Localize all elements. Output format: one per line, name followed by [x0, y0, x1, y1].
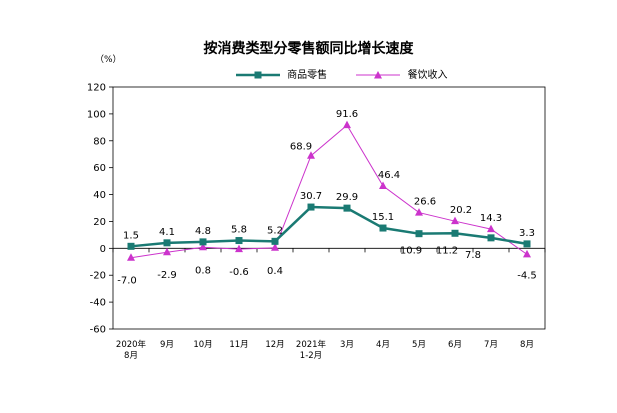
x-tick-label: 10月 [193, 340, 212, 350]
catering-point [163, 247, 171, 256]
retail-data-label: 1.5 [123, 230, 139, 241]
catering-data-label: 0.4 [267, 266, 283, 277]
retail-data-label: 10.9 [400, 246, 422, 257]
catering-data-label: -0.6 [229, 267, 249, 278]
y-tick-label: -20 [90, 271, 106, 282]
legend-label-retail: 商品零售 [287, 70, 328, 81]
x-tick-label: 3月 [340, 340, 354, 350]
y-tick-label: 0 [100, 244, 106, 255]
retail-point [379, 224, 387, 232]
retail-data-label: 15.1 [372, 212, 394, 223]
y-tick-label: 20 [93, 217, 106, 228]
catering-data-label: 20.2 [450, 205, 472, 216]
y-tick-label: -60 [90, 325, 106, 336]
retail-data-label: 7.8 [465, 250, 481, 261]
legend-label-catering: 餐饮收入 [407, 70, 448, 81]
retail-point [487, 234, 495, 242]
catering-data-label: 46.4 [378, 170, 400, 181]
catering-point [199, 242, 207, 251]
retail-point [163, 239, 171, 247]
retail-point [523, 240, 531, 248]
catering-data-label: 91.6 [336, 109, 358, 120]
legend-item-catering: 餐饮收入 [356, 66, 448, 81]
retail-data-label: 11.2 [436, 245, 458, 256]
y-tick-label: 60 [93, 163, 106, 174]
catering-data-label: -7.0 [117, 276, 137, 287]
catering-point [343, 120, 351, 129]
x-tick-label: 2020年 8月 [116, 339, 147, 361]
retail-point [307, 203, 315, 211]
x-tick-label: 4月 [376, 340, 390, 350]
x-tick-label: 9月 [160, 340, 174, 350]
retail-point [451, 229, 459, 237]
catering-data-label: 68.9 [290, 142, 312, 153]
x-tick-label: 6月 [448, 340, 462, 350]
catering-point [523, 249, 531, 258]
y-axis-unit: （%） [95, 55, 122, 65]
retail-data-label: 29.9 [336, 192, 358, 203]
retail-data-label: 5.2 [267, 225, 283, 236]
retail-point [199, 238, 207, 246]
catering-data-label: 26.6 [414, 197, 436, 208]
catering-point [379, 181, 387, 189]
x-tick-label: 11月 [229, 340, 248, 350]
y-tick-label: 40 [93, 190, 106, 201]
y-tick-label: 80 [93, 136, 106, 147]
retail-data-label: 5.8 [231, 225, 247, 236]
retail-point [235, 237, 243, 245]
x-tick-label: 8月 [520, 340, 534, 350]
x-tick-label: 7月 [484, 340, 498, 350]
catering-data-label: 14.3 [480, 213, 502, 224]
catering-point [451, 216, 459, 225]
retail-data-label: 3.3 [519, 228, 535, 239]
catering-point [235, 244, 243, 253]
y-tick-label: 120 [87, 83, 106, 94]
x-tick-label: 2021年 1-2月 [296, 339, 327, 361]
catering-point [127, 253, 135, 261]
x-tick-label: 12月 [265, 340, 284, 350]
catering-point [307, 151, 315, 159]
x-tick-label: 5月 [412, 340, 426, 350]
retail-point [127, 242, 135, 250]
catering-data-label: 0.8 [195, 265, 211, 276]
retail-data-label: 4.1 [159, 227, 175, 238]
legend: 商品零售 餐饮收入 [236, 66, 474, 81]
retail-point [343, 204, 351, 212]
retail-point [415, 230, 423, 238]
legend-item-retail: 商品零售 [236, 66, 327, 81]
plot-frame [112, 86, 546, 330]
catering-data-label: -2.9 [157, 270, 177, 281]
y-tick-label: -40 [90, 298, 106, 309]
series-line-catering [130, 124, 528, 259]
y-tick-label: 100 [87, 109, 106, 120]
retail-point [271, 237, 279, 245]
retail-data-label: 4.8 [195, 226, 211, 237]
legend-swatch-retail [236, 70, 280, 80]
catering-point [487, 224, 495, 233]
catering-point [271, 243, 279, 251]
legend-swatch-catering [356, 70, 401, 80]
catering-data-label: -4.5 [517, 270, 537, 281]
catering-point [415, 208, 423, 216]
retail-data-label: 30.7 [300, 191, 322, 202]
chart-title: 按消费类型分零售额同比增长速度 [203, 41, 414, 57]
series-line-retail [130, 205, 528, 248]
